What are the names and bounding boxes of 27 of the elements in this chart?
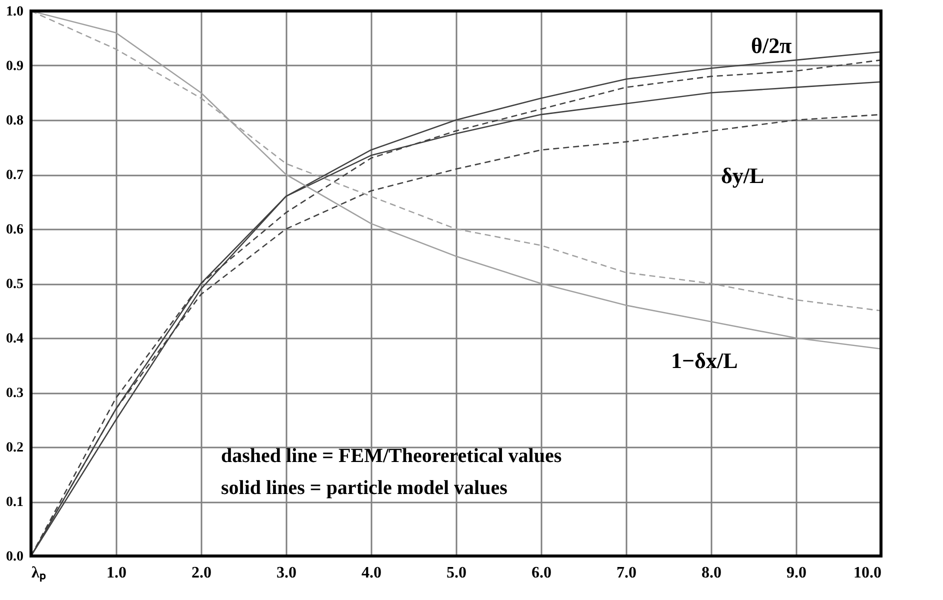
annotation: dashed line = FEM/Theoreretical values [221, 445, 562, 467]
annotation: 1−δx/L [671, 348, 738, 373]
y-tick-label: 0.9 [6, 59, 24, 74]
x-tick-label: 2.0 [192, 564, 212, 582]
x-tick-label: 10.0 [854, 564, 882, 582]
y-tick-label: 0.6 [6, 222, 24, 238]
y-tick-label: 0.5 [6, 277, 24, 292]
x-tick-label: 8.0 [702, 564, 722, 582]
y-tick-label: 0.4 [6, 332, 24, 346]
y-tick-label: 0.2 [6, 440, 24, 456]
x-tick-label: λₚ [32, 564, 46, 582]
x-tick-label: 4.0 [362, 564, 382, 582]
annotation: δy/L [721, 163, 764, 188]
y-tick-label: 1.0 [6, 4, 24, 20]
x-tick-label: 1.0 [106, 564, 126, 582]
y-tick-label: 0.3 [6, 386, 24, 401]
annotation: θ/2π [751, 33, 792, 58]
y-tick-label: 0.1 [6, 495, 24, 510]
y-tick-label: 0.0 [6, 550, 24, 564]
x-tick-label: 7.0 [616, 564, 636, 582]
annotation: solid lines = particle model values [221, 477, 508, 499]
x-tick-label: 3.0 [276, 564, 296, 582]
x-tick-label: 9.0 [786, 564, 806, 582]
x-tick-label: 6.0 [532, 564, 552, 582]
x-tick-label: 5.0 [446, 564, 466, 582]
y-tick-label: 0.8 [6, 114, 24, 128]
y-tick-label: 0.7 [6, 168, 24, 183]
